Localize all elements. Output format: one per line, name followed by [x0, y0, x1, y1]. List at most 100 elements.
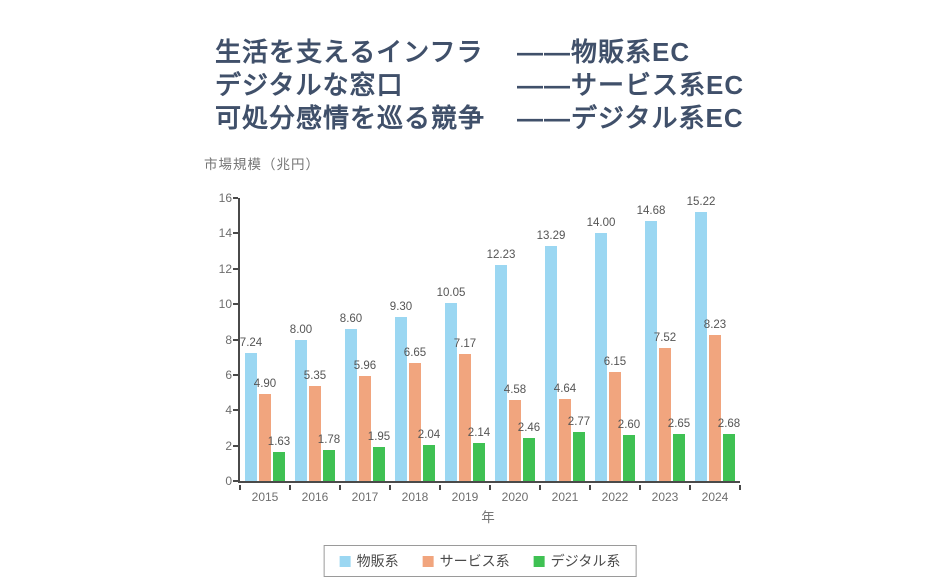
- y-tick-label: 2: [225, 438, 232, 453]
- bar-value-label: 7.24: [239, 336, 263, 349]
- bar-サービス系-2020: 4.58: [504, 384, 526, 481]
- x-tick-mark: [239, 485, 241, 490]
- y-tick-label: 8: [225, 332, 232, 347]
- bar-value-label: 5.35: [303, 370, 327, 383]
- bar-value-label: 8.23: [703, 319, 727, 332]
- bar-value-label: 9.30: [389, 300, 413, 313]
- plot-area: 7.24 4.90 1.63 2015 8.00 5.35 1.78 2016 8.60 5.96…: [219, 191, 741, 505]
- bar-group-2018: 9.30 6.65 2.04 2018: [390, 198, 440, 504]
- bar-group-2016: 8.00 5.35 1.78 2016: [290, 198, 341, 505]
- annotation-definition: ——サービス系EC: [517, 70, 745, 100]
- y-tick-mark: [233, 444, 238, 447]
- x-tick-mark: [739, 485, 741, 490]
- x-tick-mark: [339, 485, 341, 490]
- bar-デジタル系-2024: 2.68: [718, 418, 740, 481]
- bar-value-label: 14.00: [586, 217, 616, 230]
- y-tick-label: 4: [225, 403, 232, 418]
- bar-デジタル系-2020: 2.46: [518, 422, 540, 481]
- y-tick-mark: [233, 267, 238, 270]
- annotation-term: デジタルな窓口: [215, 70, 404, 100]
- legend-label: デジタル系: [550, 553, 621, 569]
- bar-group-2021: 13.29 4.64 2.77 2021: [537, 198, 591, 504]
- x-tick-mark: [439, 485, 441, 490]
- bar-group-2024: 15.22 8.23 2.68 2024: [687, 196, 741, 504]
- x-tick-label: 2019: [451, 490, 479, 504]
- bar-value-label: 2.60: [617, 419, 641, 432]
- bar-物販系-2022: 14.00: [587, 217, 615, 481]
- bar-group-2023: 14.68 7.52 2.65 2023: [637, 198, 691, 504]
- y-tick-mark: [233, 303, 238, 306]
- annotation-line: デジタルな窓口 ——サービス系EC: [215, 69, 744, 102]
- bar-サービス系-2023: 7.52: [654, 332, 676, 481]
- bar-value-label: 2.04: [417, 428, 441, 441]
- bar-value-label: 13.29: [536, 229, 566, 242]
- x-tick-mark: [589, 485, 591, 490]
- bar-サービス系-2024: 8.23: [704, 319, 726, 481]
- x-tick-label: 2017: [351, 490, 379, 504]
- legend-label: 物販系: [356, 553, 399, 569]
- x-tick-mark: [489, 485, 491, 490]
- bar-value-label: 2.77: [567, 416, 591, 429]
- bar-デジタル系-2021: 2.77: [568, 416, 590, 481]
- bar-物販系-2016: 8.00: [290, 324, 312, 481]
- bar-groups-container: 7.24 4.90 1.63 2015 8.00 5.35 1.78 2016 8.60 5.96…: [240, 196, 741, 505]
- bar-value-label: 2.14: [467, 427, 491, 440]
- bar-value-label: 8.60: [339, 312, 363, 325]
- x-tick-label: 2018: [401, 490, 429, 504]
- bar-value-label: 4.58: [503, 384, 527, 396]
- bar-value-label: 6.15: [603, 356, 627, 369]
- bar-value-label: 1.78: [317, 433, 341, 446]
- y-tick-label: 14: [218, 226, 232, 241]
- annotation-block: 生活を支えるインフラ ——物販系EC デジタルな窓口 ——サービス系EC 可処分…: [215, 36, 744, 135]
- bar-サービス系-2018: 6.65: [404, 347, 426, 481]
- bar-value-label: 1.95: [367, 430, 391, 443]
- x-axis-title: 年: [481, 510, 495, 525]
- x-tick-label: 2022: [601, 490, 629, 504]
- bar-value-label: 7.17: [453, 338, 477, 351]
- bar-サービス系-2017: 5.96: [354, 360, 376, 481]
- x-tick-mark: [639, 485, 641, 490]
- bar-value-label: 2.46: [517, 421, 541, 434]
- y-tick-mark: [233, 373, 238, 376]
- bar-value-label: 2.65: [667, 418, 691, 431]
- x-tick-mark: [539, 485, 541, 490]
- bar-物販系-2021: 13.29: [537, 230, 565, 481]
- legend-swatch-buppan: [339, 555, 351, 567]
- x-tick-label: 2024: [701, 490, 729, 504]
- x-tick-mark: [689, 485, 691, 490]
- annotation-line: 生活を支えるインフラ ——物販系EC: [215, 36, 744, 69]
- bar-物販系-2020: 12.23: [487, 249, 515, 481]
- y-tick-label: 0: [225, 474, 232, 488]
- bar-物販系-2024: 15.22: [687, 196, 715, 481]
- bar-デジタル系-2018: 2.04: [418, 429, 440, 481]
- y-tick-mark: [233, 197, 238, 199]
- y-tick-mark: [233, 232, 238, 235]
- legend-swatch-digital: [533, 555, 545, 567]
- y-tick-mark: [233, 409, 238, 412]
- legend-label: サービス系: [439, 553, 510, 569]
- y-tick-mark: [233, 338, 238, 341]
- bar-サービス系-2016: 5.35: [304, 370, 326, 481]
- x-tick-mark: [389, 485, 391, 490]
- bar-デジタル系-2015: 1.63: [268, 436, 290, 481]
- y-tick-mark: [233, 480, 238, 482]
- bar-サービス系-2022: 6.15: [604, 356, 626, 481]
- bar-サービス系-2021: 4.64: [554, 383, 576, 481]
- bar-物販系-2023: 14.68: [637, 205, 665, 481]
- bar-物販系-2019: 10.05: [437, 287, 465, 481]
- bar-value-label: 4.64: [553, 382, 577, 395]
- annotation-line: 可処分感情を巡る競争 ——デジタル系EC: [215, 102, 744, 135]
- y-axis-title: 市場規模（兆円）: [204, 157, 320, 172]
- bar-物販系-2017: 8.60: [340, 313, 362, 481]
- legend-swatch-service: [422, 555, 434, 567]
- bar-物販系-2015: 7.24: [240, 337, 262, 481]
- bar-value-label: 1.63: [267, 436, 291, 449]
- y-tick-label: 12: [218, 261, 232, 276]
- bar-value-label: 8.00: [289, 323, 313, 336]
- annotation-term: 生活を支えるインフラ: [215, 37, 484, 67]
- bar-物販系-2018: 9.30: [390, 301, 412, 481]
- y-tick-label: 6: [225, 367, 232, 382]
- bar-サービス系-2015: 4.90: [254, 378, 276, 481]
- bar-value-label: 14.68: [636, 205, 666, 218]
- bar-デジタル系-2022: 2.60: [618, 419, 640, 481]
